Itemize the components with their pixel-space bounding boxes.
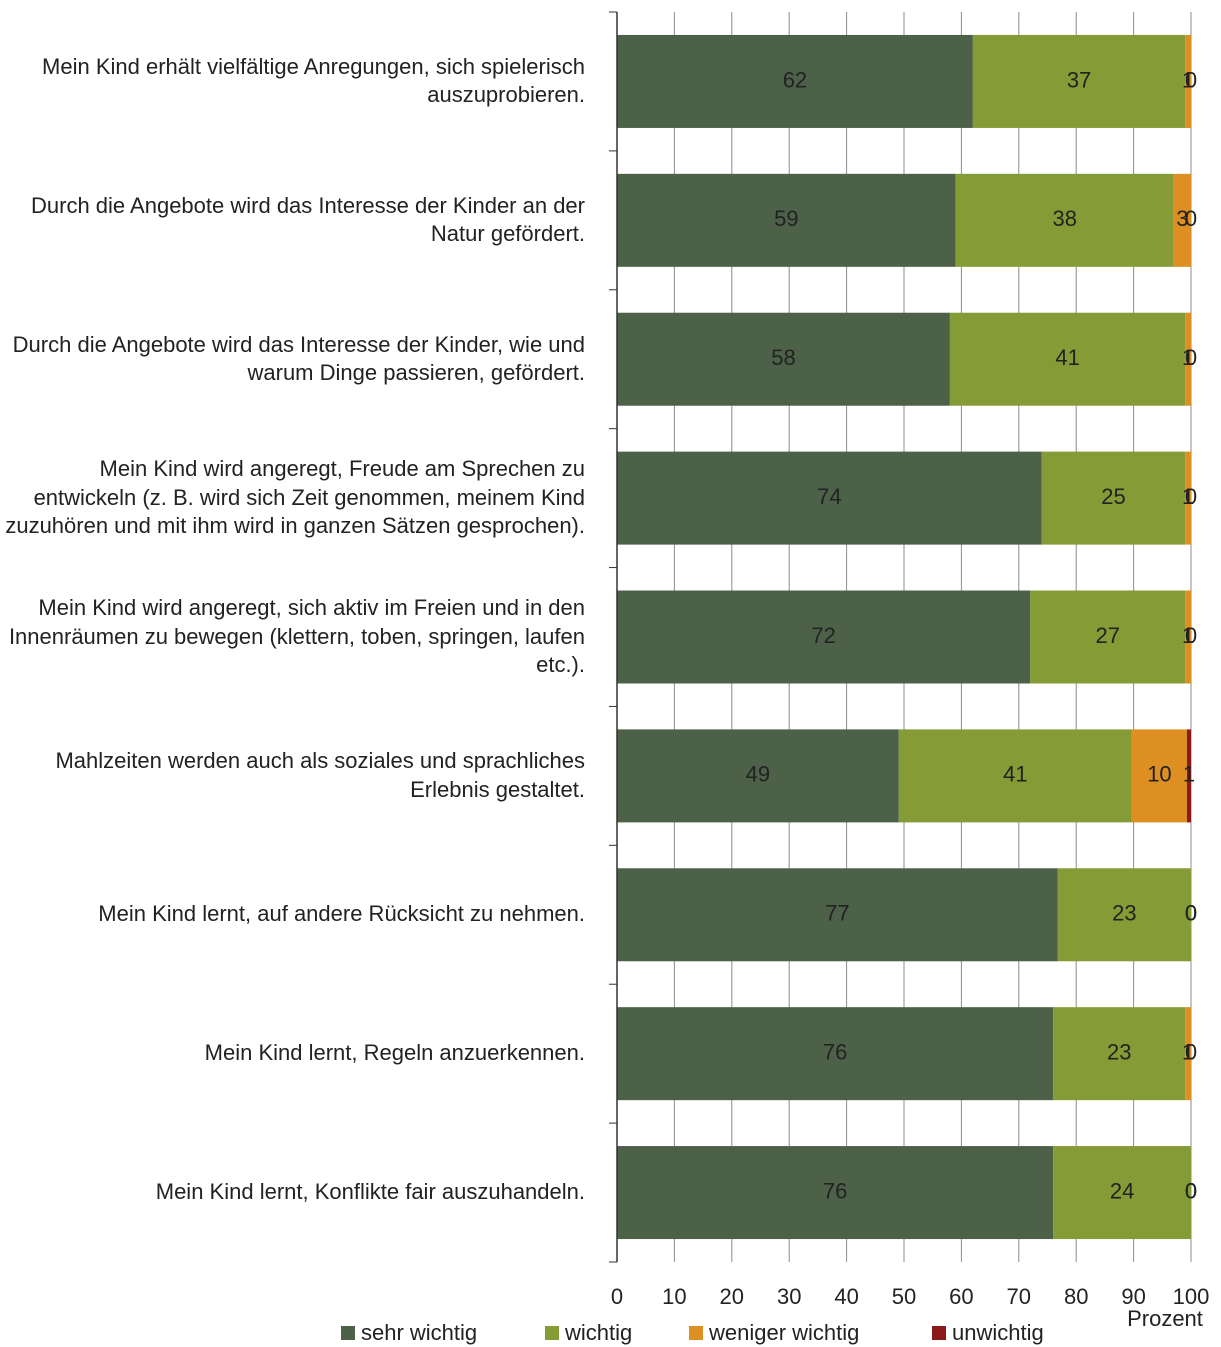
legend-label: sehr wichtig [361,1320,477,1345]
bar-segment [1185,312,1191,406]
bar-segment [1030,590,1186,684]
x-tick-label: 0 [611,1284,623,1309]
data-label: 1 [1182,67,1194,92]
category-label: Durch die Angebote wird das Interesse de… [31,192,585,247]
data-label: 0 [1185,67,1197,92]
bar-segment [617,1146,1054,1240]
x-tick-label: 10 [662,1284,686,1309]
data-label: 27 [1096,623,1120,648]
data-label: 23 [1107,1039,1131,1064]
data-label: 0 [1185,206,1197,231]
category-label: Mein Kind lernt, Regeln anzuerkennen. [204,1040,585,1066]
data-label: 1 [1182,345,1194,370]
bar-segment [617,1007,1054,1101]
bar-segment [949,312,1186,406]
data-label: 76 [823,1039,847,1064]
data-label: 1 [1182,484,1194,509]
bar-segment [898,729,1132,823]
category-label: Mein Kind wird angeregt, Freude am Sprec… [5,456,585,539]
bar-segment [1185,1007,1191,1101]
x-tick-label: 30 [777,1284,801,1309]
x-tick-label: 20 [720,1284,744,1309]
data-label: 1 [1182,1039,1194,1064]
x-axis-label: Prozent [1127,1306,1203,1331]
data-label: 0 [1185,1178,1197,1203]
data-label: 62 [783,67,807,92]
x-tick-label: 90 [1121,1284,1145,1309]
legend-swatch [545,1326,559,1340]
bar-segment [1186,729,1191,823]
bar-segment [972,34,1186,128]
data-label: 72 [811,623,835,648]
category-label: Mein Kind erhält vielfältige Anregungen,… [42,53,585,108]
legend-swatch [932,1326,946,1340]
data-label: 41 [1003,762,1027,787]
x-tick-label: 40 [834,1284,858,1309]
bar-segment [1185,451,1191,545]
x-tick-label: 80 [1064,1284,1088,1309]
data-label: 0 [1185,623,1197,648]
x-tick-label: 60 [949,1284,973,1309]
data-label: 24 [1110,1178,1134,1203]
data-label: 74 [817,484,841,509]
bar-segment [1185,34,1191,128]
data-label: 23 [1112,901,1136,926]
data-label: 0 [1185,901,1197,926]
legend-label: weniger wichtig [708,1320,859,1345]
data-label: 76 [823,1178,847,1203]
legend-label: unwichtig [952,1320,1044,1345]
legend-swatch [689,1326,703,1340]
legend-label: wichtig [564,1320,632,1345]
x-tick-label: 70 [1007,1284,1031,1309]
data-label: 0 [1185,484,1197,509]
x-tick-label: 50 [892,1284,916,1309]
data-label: 0 [1185,901,1197,926]
bar-segment [617,451,1042,545]
category-label: Mahlzeiten werden auch als soziales und … [55,748,585,802]
bar-segment [617,312,950,406]
data-label: 25 [1101,484,1125,509]
category-label: Mein Kind wird angeregt, sich aktiv im F… [8,595,585,678]
bar-segment [955,173,1174,267]
x-tick-label: 100 [1173,1284,1210,1309]
data-label: 77 [825,901,849,926]
legend-swatch [341,1326,355,1340]
bar-segment [1173,173,1191,267]
data-label: 58 [771,345,795,370]
data-label: 49 [746,762,770,787]
bar-segment [617,590,1031,684]
data-label: 0 [1185,1178,1197,1203]
data-label: 10 [1147,762,1171,787]
bar-segment [1041,451,1186,545]
bar-segment [1053,1146,1191,1240]
data-label: 41 [1055,345,1079,370]
bar-segment [617,173,956,267]
bar-segment [1053,1007,1186,1101]
bar-segment [617,34,973,128]
category-label: Mein Kind lernt, Konflikte fair auszuhan… [155,1179,585,1205]
bar-segment [617,868,1058,962]
data-label: 1 [1183,762,1195,787]
bar-segment [1057,868,1191,962]
bar-segment [617,729,899,823]
data-label: 0 [1185,1039,1197,1064]
data-label: 38 [1052,206,1076,231]
bar-segment [1185,590,1191,684]
data-label: 1 [1182,623,1194,648]
category-label: Durch die Angebote wird das Interesse de… [12,331,585,386]
data-label: 59 [774,206,798,231]
bar-segment [1131,729,1187,823]
data-label: 37 [1067,67,1091,92]
data-label: 0 [1185,345,1197,370]
category-label: Mein Kind lernt, auf andere Rücksicht zu… [98,901,585,927]
data-label: 3 [1176,206,1188,231]
